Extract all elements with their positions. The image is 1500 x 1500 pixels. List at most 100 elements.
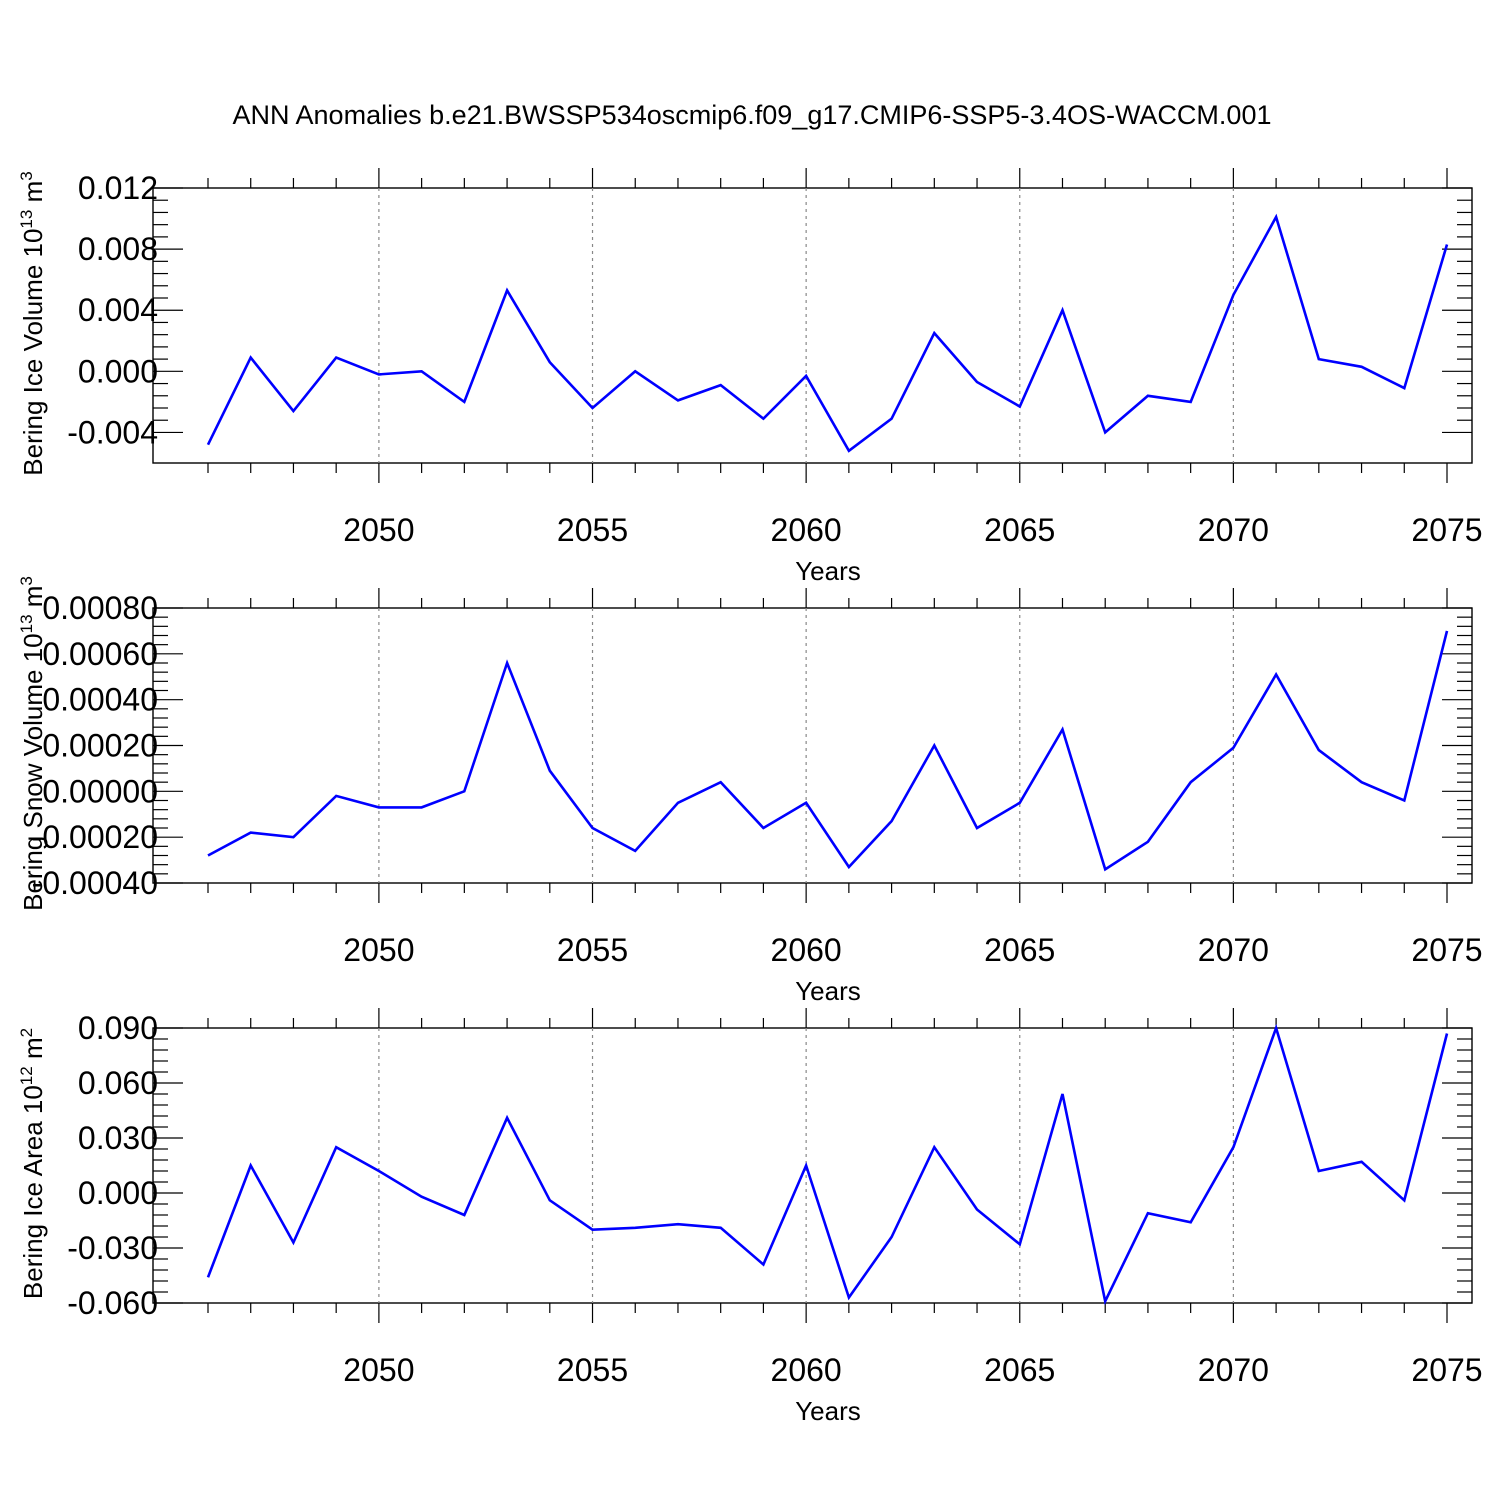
x-tick-label: 2055 — [557, 932, 628, 968]
data-point — [1231, 293, 1235, 297]
data-point — [1360, 780, 1364, 784]
data-point — [206, 1275, 210, 1279]
data-point — [1103, 430, 1107, 434]
data-point — [1060, 1092, 1064, 1096]
data-point — [890, 819, 894, 823]
y-tick-label: 0.00080 — [42, 590, 158, 626]
data-point — [377, 805, 381, 809]
data-point — [1189, 780, 1193, 784]
x-tick-label: 2075 — [1411, 1352, 1482, 1388]
data-point — [1402, 1198, 1406, 1202]
x-tick-label: 2050 — [343, 512, 414, 548]
data-point — [1018, 404, 1022, 408]
data-point — [1146, 840, 1150, 844]
x-tick-label: 2065 — [984, 512, 1055, 548]
data-point — [676, 1222, 680, 1226]
panel-1: -0.004 0.000 0.004 0.008 0.012 2050 2055 2060 20… — [17, 168, 1483, 586]
x-tick-label: 2070 — [1198, 512, 1269, 548]
data-point — [548, 1198, 552, 1202]
y-tick-label: 0.00040 — [42, 682, 158, 718]
data-point — [1402, 386, 1406, 390]
data-point — [1360, 365, 1364, 369]
data-point — [1018, 1242, 1022, 1246]
x-axis-title: Years — [795, 976, 861, 1006]
data-point — [804, 374, 808, 378]
data-point — [1402, 799, 1406, 803]
data-point — [719, 1226, 723, 1230]
data-point — [1274, 672, 1278, 676]
y-tick-label: -0.030 — [67, 1230, 158, 1266]
y-tick-label: 0.00000 — [42, 773, 158, 809]
y-tick-label: -0.004 — [67, 414, 158, 450]
y-tick-label: 0.090 — [78, 1010, 158, 1046]
data-point — [633, 1226, 637, 1230]
y-tick-label: -0.00040 — [32, 865, 158, 901]
data-point — [420, 1195, 424, 1199]
data-point — [1146, 394, 1150, 398]
data-point — [1146, 1211, 1150, 1215]
data-point — [975, 380, 979, 384]
data-point — [291, 409, 295, 413]
y-axis-title: Bering Ice Area 1012 m2 — [17, 1028, 48, 1299]
series-line — [206, 213, 1449, 453]
data-point — [377, 1169, 381, 1173]
data-point — [1445, 1032, 1449, 1036]
y-tick-label: 0.000 — [78, 353, 158, 389]
data-point — [505, 661, 509, 665]
data-point — [1445, 629, 1449, 633]
y-tick-label: -0.00020 — [32, 819, 158, 855]
data-point — [591, 406, 595, 410]
plot-frame — [152, 187, 1473, 464]
data-point — [462, 1213, 466, 1217]
y-tick-label: 0.00060 — [42, 636, 158, 672]
data-point — [975, 826, 979, 830]
data-point — [1231, 1145, 1235, 1149]
data-point — [804, 1164, 808, 1168]
data-point — [1018, 801, 1022, 805]
data-point — [719, 383, 723, 387]
data-point — [676, 398, 680, 402]
data-point — [761, 417, 765, 421]
x-tick-label: 2075 — [1411, 932, 1482, 968]
y-axis-title: Bering Snow Volume 1013 m3 — [17, 576, 48, 911]
chart-panels: -0.004 0.000 0.004 0.008 0.012 2050 2055 2060 20… — [17, 168, 1483, 1426]
y-tick-label: -0.060 — [67, 1285, 158, 1321]
data-point — [1360, 1160, 1364, 1164]
data-point — [1189, 400, 1193, 404]
x-tick-label: 2065 — [984, 932, 1055, 968]
x-tick-label: 2055 — [557, 512, 628, 548]
data-point — [1103, 867, 1107, 871]
data-point — [249, 1164, 253, 1168]
x-tick-label: 2060 — [771, 932, 842, 968]
data-point — [505, 288, 509, 292]
y-tick-label: 0.000 — [78, 1175, 158, 1211]
data-point — [1060, 727, 1064, 731]
data-point — [1317, 357, 1321, 361]
x-tick-label: 2060 — [771, 512, 842, 548]
data-point — [847, 449, 851, 453]
panel-2: -0.00040 -0.00020 0.00000 0.00020 0.00040 0.0… — [17, 576, 1483, 1006]
data-point — [1103, 1299, 1107, 1303]
data-point — [462, 400, 466, 404]
data-point — [249, 356, 253, 360]
x-tick-label: 2050 — [343, 1352, 414, 1388]
series-line — [206, 1023, 1449, 1306]
data-point — [291, 835, 295, 839]
data-point — [377, 372, 381, 376]
data-point — [975, 1208, 979, 1212]
data-point — [932, 331, 936, 335]
data-point — [1317, 748, 1321, 752]
data-point — [676, 801, 680, 805]
data-point — [291, 1241, 295, 1245]
data-point — [932, 744, 936, 748]
y-tick-label: 0.004 — [78, 292, 158, 328]
data-point — [548, 769, 552, 773]
data-point — [334, 794, 338, 798]
x-tick-label: 2050 — [343, 932, 414, 968]
y-axis-title: Bering Ice Volume 1013 m3 — [17, 171, 48, 475]
panel-3: -0.060 -0.030 0.000 0.030 0.060 0.090 2050 2055… — [17, 1008, 1483, 1426]
data-point — [847, 865, 851, 869]
data-point — [1274, 215, 1278, 219]
data-point — [548, 360, 552, 364]
y-tick-label: 0.060 — [78, 1065, 158, 1101]
